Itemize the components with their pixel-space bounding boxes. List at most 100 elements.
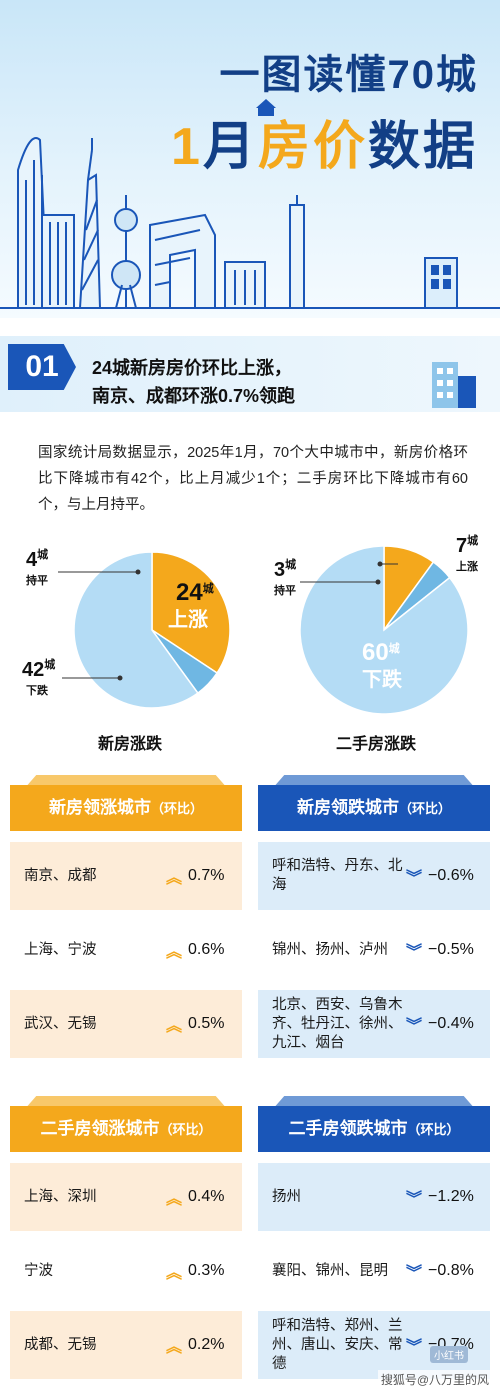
pie-label-unit: 城 [467, 533, 478, 547]
pie-label-number: 4城 [26, 547, 48, 571]
house-icon [256, 99, 276, 116]
double-chevron-up-icon: ︽ [166, 1018, 183, 1035]
table-title: 二手房领涨城市 [40, 1119, 160, 1138]
pie-label-unit: 城 [44, 657, 55, 671]
pie-leader-dot [135, 569, 141, 575]
table-cell-value: −0.5% [428, 941, 474, 958]
pie-label-unit: 城 [37, 547, 48, 561]
double-chevron-down-icon: ︾ [406, 1018, 423, 1035]
table-cell-value: 0.5% [188, 1015, 225, 1032]
header-banner: 一图读懂70城 1月房价数据 [0, 0, 500, 318]
pie-label-word: 上涨 [168, 608, 208, 631]
table-cell-value: 0.2% [188, 1336, 225, 1353]
table-header-used-down: 二手房领跌城市（环比） [258, 1096, 490, 1152]
table-row: 上海、深圳 ︽ 0.4% [10, 1163, 242, 1231]
table-cell-cities: 襄阳、锦州、昆明 [272, 1262, 388, 1279]
table-row: 呼和浩特、丹东、北海 ︾ −0.6% [258, 842, 490, 910]
table-title: 新房领跌城市 [296, 798, 399, 817]
table-cell-cities: 锦州、扬州、泸州 [272, 941, 388, 958]
pie-label-count: 7 [456, 535, 467, 557]
pie-label-unit: 城 [285, 557, 296, 571]
table-subtitle: （环比） [398, 801, 451, 816]
table-header-new-down: 新房领跌城市（环比） [258, 775, 490, 831]
pie-leader-dot [117, 675, 123, 681]
building-icon [432, 362, 476, 408]
table-cell-value: −0.8% [428, 1262, 474, 1279]
table-cell-cities: 上海、宁波 [24, 941, 97, 958]
double-chevron-down-icon: ︾ [406, 1191, 423, 1208]
double-chevron-down-icon: ︾ [406, 870, 423, 887]
table-row: 成都、无锡 ︽ 0.2% [10, 1311, 242, 1379]
page-title-line2: 1月房价数据 [171, 104, 478, 179]
pie-slice-down [73, 551, 199, 709]
title-highlight: 房价 [257, 118, 368, 176]
pie-label-word: 下跌 [362, 667, 403, 691]
pie-label-number: 7城 [456, 533, 478, 557]
pie-label-word: 持平 [274, 583, 296, 597]
pie-label-count: 3 [274, 559, 285, 581]
table-subtitle: （环比） [150, 801, 203, 816]
pie-label-count: 24 [176, 579, 203, 606]
pie-label-count: 4 [26, 549, 38, 571]
table-row: 襄阳、锦州、昆明 ︾ −0.8% [258, 1237, 490, 1305]
pie-label-number: 60城 [362, 639, 400, 666]
title-rest: 数据 [367, 118, 478, 176]
table-row: 呼和浩特、郑州、兰州、唐山、安庆、常德 ︾ −0.7% [258, 1311, 490, 1379]
table-row: 上海、宁波 ︽ 0.6% [10, 916, 242, 984]
double-chevron-down-icon: ︾ [406, 1339, 423, 1356]
pie-label-number: 24城 [176, 579, 214, 606]
table-row: 北京、西安、乌鲁木齐、牡丹江、徐州、九江、烟台 ︾ −0.4% [258, 990, 490, 1058]
section-header-bar [0, 336, 500, 412]
table-cell-cities: 南京、成都 [24, 867, 97, 884]
double-chevron-up-icon: ︽ [166, 1339, 183, 1356]
table-cell-value: −1.2% [428, 1188, 474, 1205]
table-cell-cities: 扬州 [272, 1188, 301, 1205]
pie-label-unit: 城 [203, 581, 214, 595]
table-cell-value: −0.6% [428, 867, 474, 884]
table-header-new-up: 新房领涨城市（环比） [10, 775, 242, 831]
table-row: 扬州 ︾ −1.2% [258, 1163, 490, 1231]
title-month-unit: 月 [202, 118, 258, 176]
double-chevron-up-icon: ︽ [166, 870, 183, 887]
pie-slice-down [299, 545, 469, 715]
pie-leader-dot [377, 561, 383, 567]
section-heading-line1: 24城新房房价环比上涨， [92, 358, 293, 378]
pie-caption-used: 二手房涨跌 [336, 736, 417, 753]
table-subtitle: （环比） [159, 1122, 212, 1137]
pie-label-count: 60 [362, 639, 389, 666]
pie-caption-new: 新房涨跌 [98, 736, 163, 753]
table-cell-cities: 呼和浩特、丹东、北海 [272, 858, 403, 893]
title-month-number: 1 [171, 118, 203, 176]
double-chevron-up-icon: ︽ [166, 944, 183, 961]
pie-label-number: 42城 [22, 657, 55, 681]
pie-label-count: 42 [22, 659, 44, 681]
watermark: 搜狐号@八万里的风 [377, 1370, 492, 1389]
source-stamp: 小红书 [430, 1346, 468, 1363]
pie-label-number: 3城 [274, 557, 296, 581]
pie-label-unit: 城 [389, 641, 400, 655]
table-cell-cities: 北京、西安、乌鲁木齐、牡丹江、徐州、九江、烟台 [272, 996, 403, 1051]
pie-label-word: 持平 [26, 573, 48, 587]
table-row: 宁波 ︽ 0.3% [10, 1237, 242, 1305]
page-title-line1: 一图读懂70城 [219, 53, 478, 97]
table-cell-value: −0.4% [428, 1015, 474, 1032]
table-row: 锦州、扬州、泸州 ︾ −0.5% [258, 916, 490, 984]
double-chevron-down-icon: ︾ [406, 1265, 423, 1282]
table-cell-cities: 呼和浩特、郑州、兰州、唐山、安庆、常德 [272, 1317, 403, 1372]
double-chevron-up-icon: ︽ [166, 1191, 183, 1208]
table-cell-value: 0.7% [188, 867, 225, 884]
table-subtitle: （环比） [407, 1122, 460, 1137]
table-cell-cities: 上海、深圳 [24, 1188, 97, 1205]
pie-label-word: 上涨 [456, 559, 478, 573]
double-chevron-down-icon: ︾ [406, 944, 423, 961]
intro-paragraph: 国家统计局数据显示，2025年1月，70个大中城市中，新房价格环比下降城市有42… [38, 445, 468, 513]
table-row: 武汉、无锡 ︽ 0.5% [10, 990, 242, 1058]
pie-label-word: 下跌 [26, 683, 49, 697]
table-cell-cities: 宁波 [24, 1262, 53, 1279]
table-cell-cities: 武汉、无锡 [24, 1015, 97, 1032]
table-cell-value: 0.4% [188, 1188, 225, 1205]
table-title: 新房领涨城市 [48, 798, 151, 817]
pie-leader-dot [375, 579, 381, 585]
table-cell-cities: 成都、无锡 [24, 1336, 97, 1353]
